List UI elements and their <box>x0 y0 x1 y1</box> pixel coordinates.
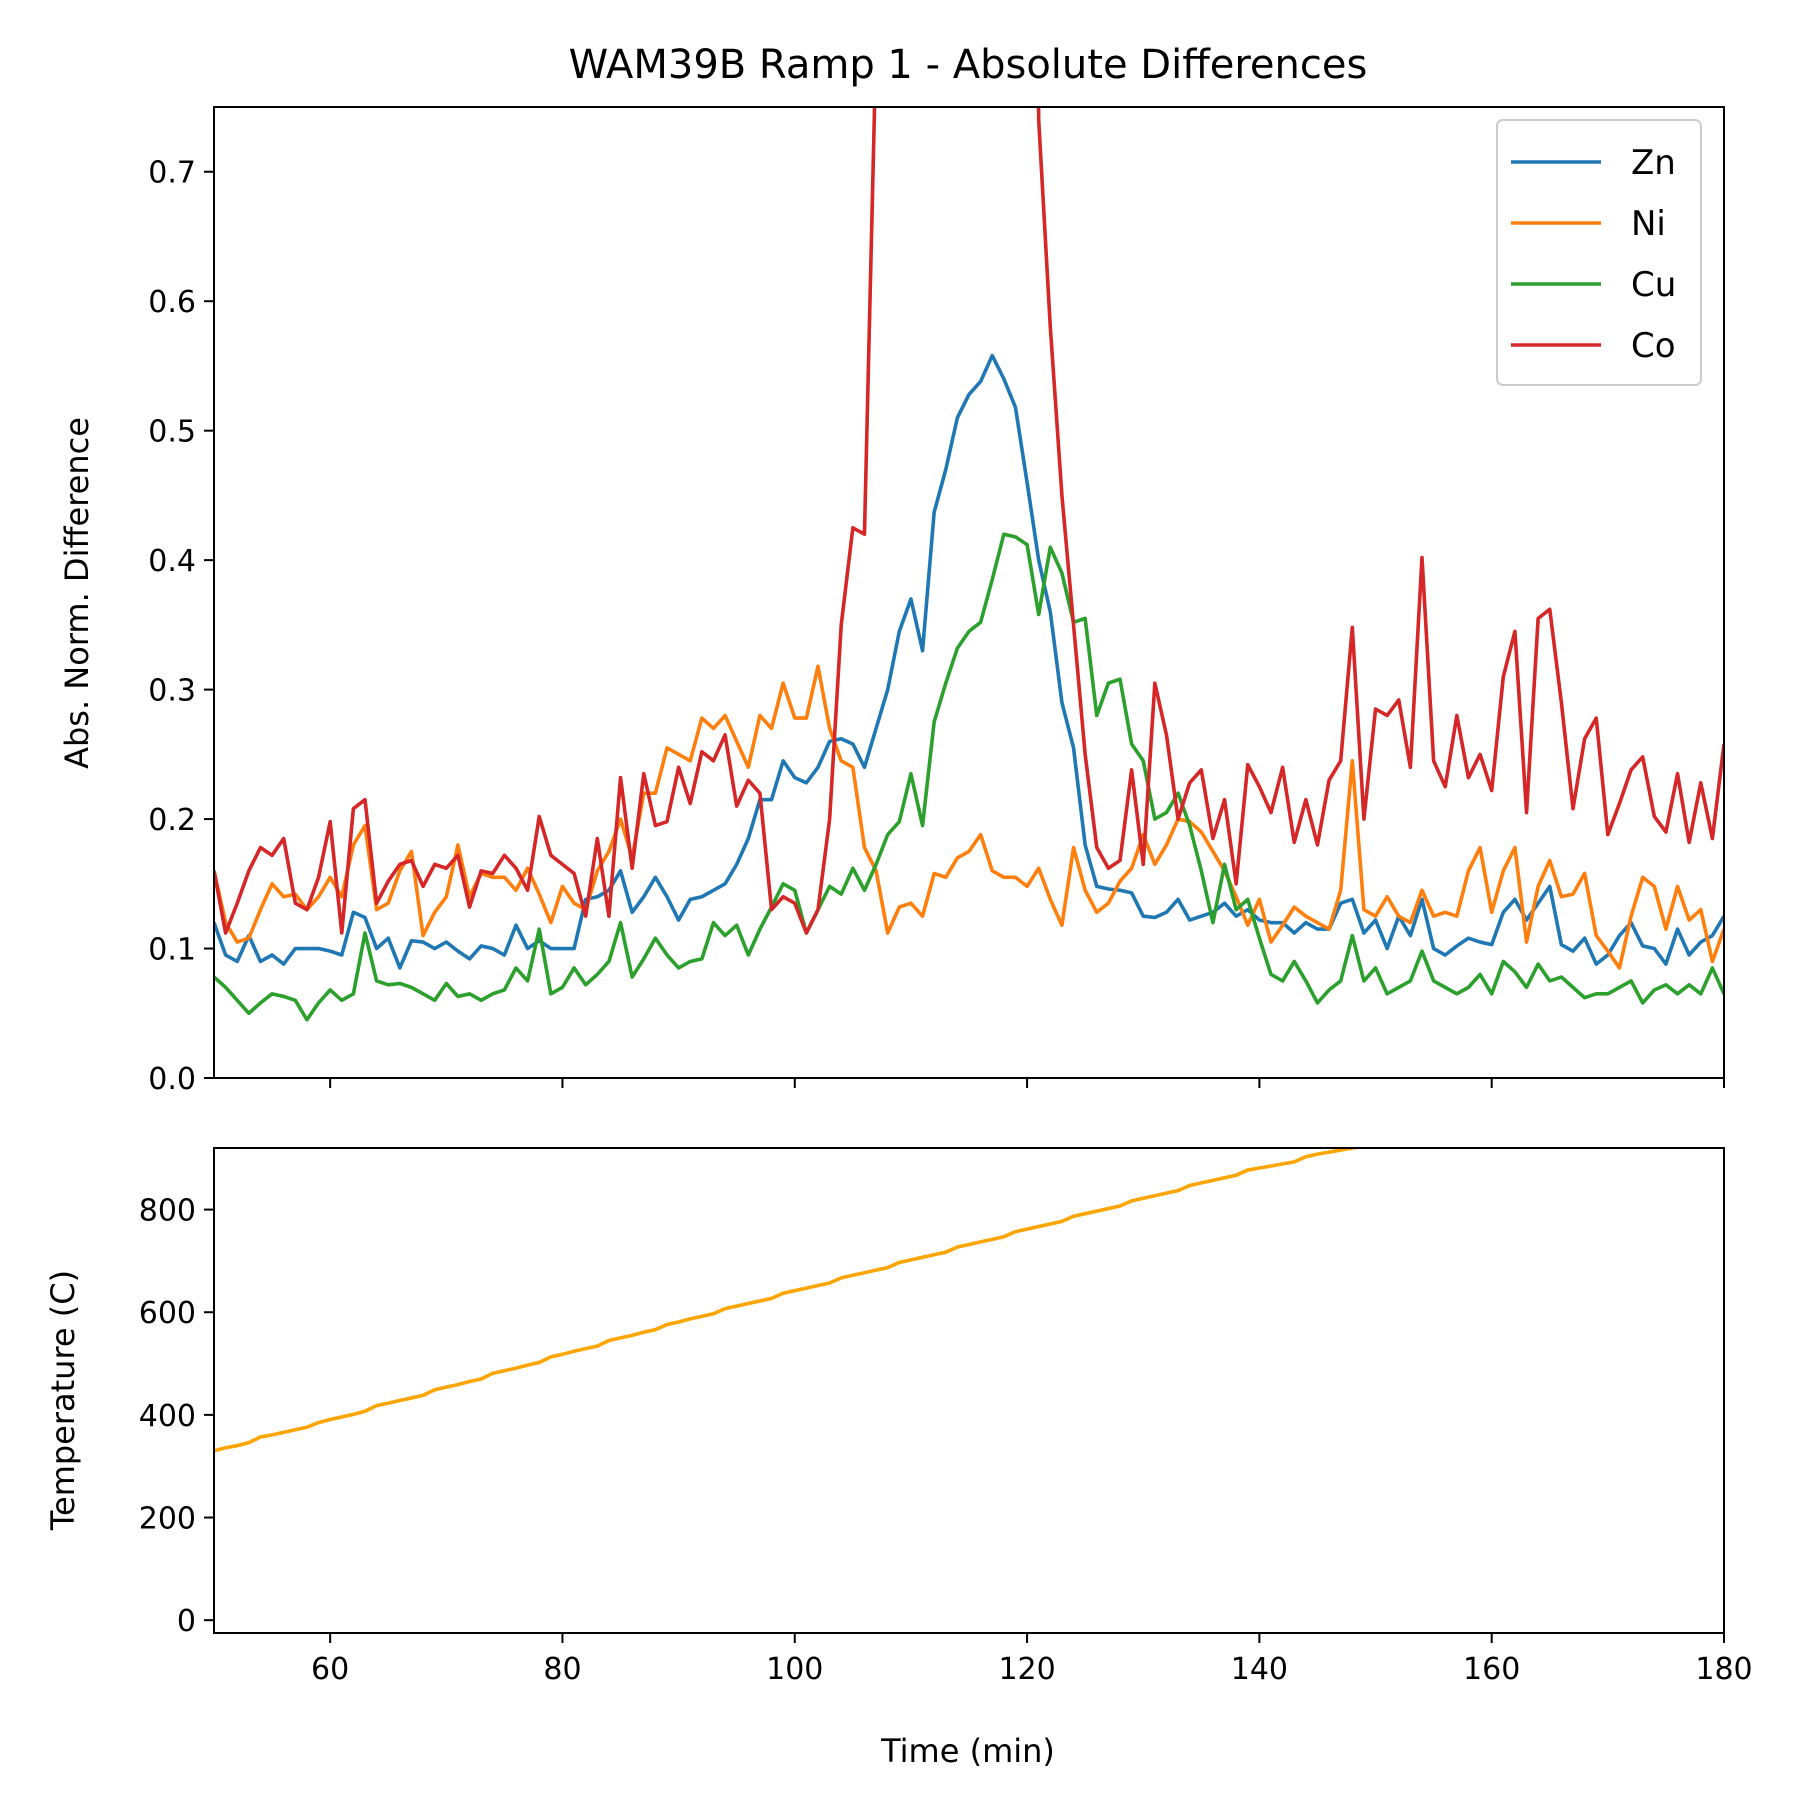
bottom-x-tick-label: 100 <box>766 1652 823 1687</box>
bottom-x-tick-label: 60 <box>311 1652 349 1687</box>
top-y-tick-label: 0.1 <box>148 933 196 968</box>
legend-label-zn: Zn <box>1631 143 1676 183</box>
bottom-series-group <box>214 1148 1724 1453</box>
series-line-zn <box>214 353 1724 970</box>
bottom-y-tick-label: 200 <box>139 1502 196 1537</box>
x-axis-title: Time (min) <box>880 1732 1055 1770</box>
bottom-plot: 0 200 400 600 800 60 80 100 120 140 160 180 <box>139 1147 1753 1687</box>
chart-title: WAM39B Ramp 1 - Absolute Differences <box>569 42 1368 88</box>
bottom-y-axis-title: Temperature (C) <box>44 1270 82 1531</box>
series-line-cu <box>214 532 1724 1022</box>
series-line-temperature <box>214 1148 1724 1453</box>
top-y-tick-label: 0.3 <box>148 674 196 709</box>
bottom-y-tick-label: 0 <box>177 1604 196 1639</box>
bottom-y-tick-label: 600 <box>139 1296 196 1331</box>
bottom-y-tick-label: 800 <box>139 1194 196 1229</box>
bottom-x-tick-label: 180 <box>1695 1652 1752 1687</box>
top-plot: 0.0 0.1 0.2 0.3 0.4 0.5 0.6 0.7 <box>148 106 1725 1097</box>
legend: Zn Ni Cu Co <box>1496 119 1702 386</box>
legend-box <box>1496 119 1702 386</box>
bottom-x-tick-label: 80 <box>543 1652 581 1687</box>
top-y-tick-label: 0.0 <box>148 1062 196 1097</box>
bottom-x-tick-label: 140 <box>1231 1652 1288 1687</box>
top-y-tick-label: 0.4 <box>148 544 196 579</box>
top-y-tick-label: 0.6 <box>148 285 196 320</box>
legend-label-cu: Cu <box>1631 265 1676 305</box>
top-series-group <box>214 107 1724 1022</box>
top-y-tick-label: 0.2 <box>148 803 196 838</box>
series-line-ni <box>214 664 1724 970</box>
top-y-axis-title: Abs. Norm. Difference <box>58 417 96 769</box>
legend-label-ni: Ni <box>1631 204 1666 244</box>
top-y-tick-label: 0.5 <box>148 415 196 450</box>
top-y-tick-label: 0.7 <box>148 156 196 191</box>
bottom-x-tick-label: 120 <box>998 1652 1055 1687</box>
series-line-co <box>214 107 1724 935</box>
bottom-y-tick-label: 400 <box>139 1399 196 1434</box>
bottom-plot-frame <box>213 1147 1725 1634</box>
legend-label-co: Co <box>1631 326 1676 366</box>
bottom-x-tick-label: 160 <box>1463 1652 1520 1687</box>
top-plot-frame <box>213 106 1725 1079</box>
